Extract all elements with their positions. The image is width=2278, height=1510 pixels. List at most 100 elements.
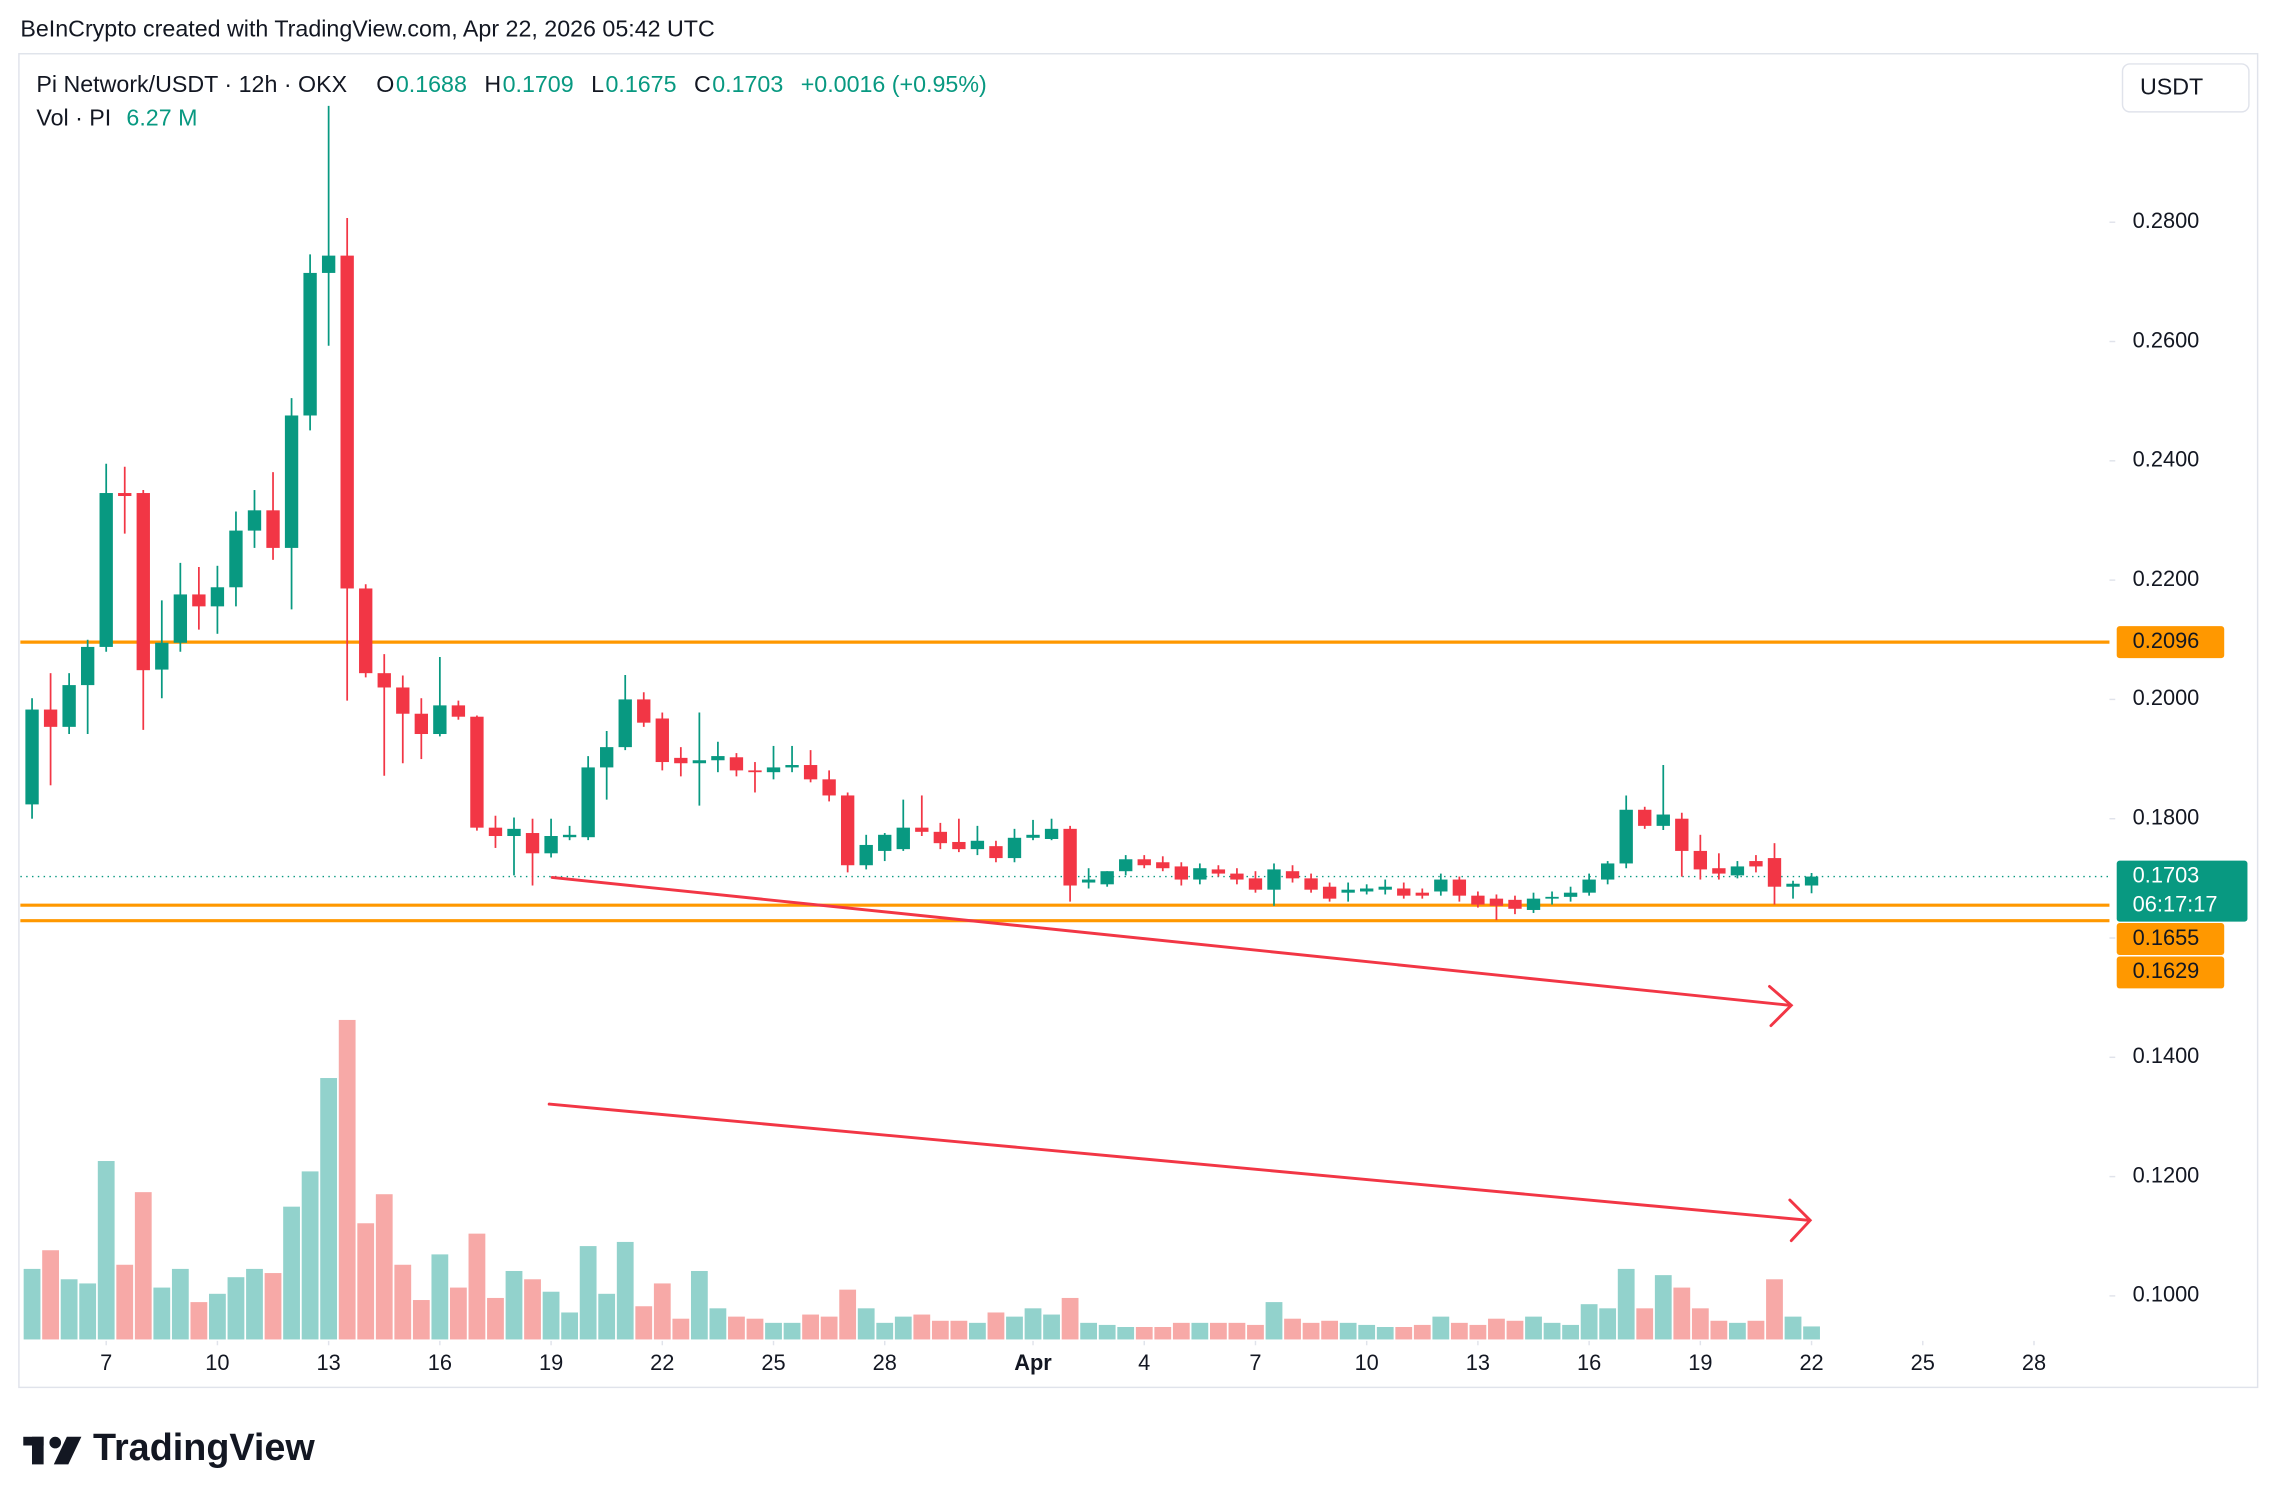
legend: Pi Network/USDT · 12h · OKX Vol · PI 6.2… — [36, 71, 986, 130]
candle-body — [1656, 814, 1670, 826]
candle-body — [284, 415, 299, 548]
volume-bar — [264, 1273, 282, 1340]
ohlc-key: L — [591, 71, 604, 97]
volume-bar — [171, 1268, 189, 1340]
candle-body — [1489, 898, 1504, 906]
candle-body — [1471, 895, 1485, 905]
volume-bar — [134, 1192, 152, 1340]
candle-body — [1137, 859, 1151, 866]
candle-body — [1434, 879, 1448, 892]
candle-body — [711, 756, 725, 761]
candle-body — [952, 841, 966, 850]
candle-body — [1119, 859, 1133, 872]
volume-bar — [1766, 1279, 1783, 1340]
volume-bar — [1006, 1316, 1023, 1340]
volume-bar — [227, 1277, 245, 1340]
change: +0.0016 (+0.95%) — [801, 71, 987, 97]
volume-bar — [209, 1293, 226, 1340]
volume-bar — [913, 1314, 931, 1340]
logo-icon — [49, 1436, 62, 1449]
last-price-badge — [2116, 860, 2248, 922]
candle-body — [655, 718, 669, 763]
volume-bar — [301, 1171, 319, 1340]
volume-bar — [1191, 1322, 1209, 1340]
volume-bar — [728, 1316, 745, 1340]
volume-bar — [524, 1279, 541, 1340]
volume-bar — [876, 1322, 894, 1340]
volume-bar — [1117, 1326, 1135, 1340]
volume-bar — [1302, 1322, 1320, 1340]
volume-bar — [1803, 1326, 1820, 1340]
volume-bar — [283, 1206, 300, 1340]
candle-body — [896, 827, 910, 850]
candle-body — [1749, 861, 1763, 867]
volume-bar — [394, 1264, 412, 1340]
candle-body — [25, 709, 39, 805]
volume-bar — [1543, 1322, 1561, 1340]
candle-body — [1804, 876, 1819, 886]
candle-body — [748, 770, 762, 773]
volume-bar — [1154, 1326, 1172, 1340]
candle-body — [1675, 818, 1689, 851]
x-tick-label: 22 — [650, 1350, 674, 1375]
candle-body — [859, 844, 873, 866]
volume-bar — [709, 1308, 727, 1340]
y-tick-label: 0.1800 — [2133, 804, 2200, 829]
level-badge — [2116, 626, 2225, 659]
ohlc-value: 0.1688 — [396, 71, 467, 97]
currency-button-label[interactable]: USDT — [2140, 74, 2203, 100]
ohlc-value: 0.1675 — [605, 71, 676, 97]
candle-body — [1248, 878, 1263, 890]
candle-body — [118, 493, 132, 497]
volume-bar — [1784, 1316, 1802, 1340]
plot — [20, 105, 2110, 1340]
x-tick-label: 7 — [100, 1350, 112, 1375]
countdown-label: 06:17:17 — [2133, 891, 2218, 916]
volume-bar — [97, 1161, 115, 1340]
candle-body — [803, 765, 818, 780]
candle-body — [618, 699, 632, 748]
volume-bar — [1358, 1324, 1376, 1340]
volume-bar — [1469, 1324, 1487, 1340]
volume-bar — [320, 1078, 338, 1340]
volume-bar — [116, 1264, 134, 1340]
volume-bar — [1654, 1275, 1672, 1340]
volume-bar — [894, 1316, 912, 1340]
trend-line — [550, 876, 1792, 1007]
candle-body — [488, 827, 503, 837]
candle-body — [1452, 879, 1467, 896]
level-badge — [2116, 923, 2225, 956]
volume-bar — [1209, 1322, 1227, 1340]
candle-body — [303, 272, 317, 416]
chart-frame — [18, 53, 2259, 1389]
candle-body — [1081, 879, 1096, 883]
candle-body — [766, 767, 781, 773]
volume-bar — [468, 1233, 486, 1340]
level-label: 0.1629 — [2133, 958, 2200, 983]
candle-body — [1415, 892, 1429, 896]
volume-bar — [246, 1268, 263, 1340]
currency-button[interactable] — [2121, 63, 2250, 113]
volume-bar — [190, 1302, 208, 1340]
candle-body — [1582, 879, 1596, 893]
candle-body — [1341, 889, 1355, 893]
volume-bar — [42, 1250, 59, 1340]
volume-bar — [1506, 1320, 1524, 1340]
volume-bar — [357, 1223, 375, 1340]
candle-body — [1526, 898, 1541, 910]
caption: BeInCrypto created with TradingView.com,… — [20, 16, 714, 42]
candle-body — [970, 840, 985, 850]
y-tick-label: 0.2200 — [2133, 566, 2200, 591]
volume-bar — [1080, 1322, 1098, 1340]
ohlc-value: 0.1709 — [503, 71, 574, 97]
candle-body — [1044, 828, 1059, 839]
volume-bar — [1580, 1304, 1598, 1340]
volume-bar — [1710, 1320, 1728, 1340]
volume-bar — [690, 1270, 708, 1340]
candle-body — [674, 757, 688, 764]
logo-icon — [31, 1436, 44, 1465]
candle-body — [377, 673, 391, 688]
candle-body — [80, 646, 95, 686]
volume-bar — [1098, 1324, 1116, 1340]
